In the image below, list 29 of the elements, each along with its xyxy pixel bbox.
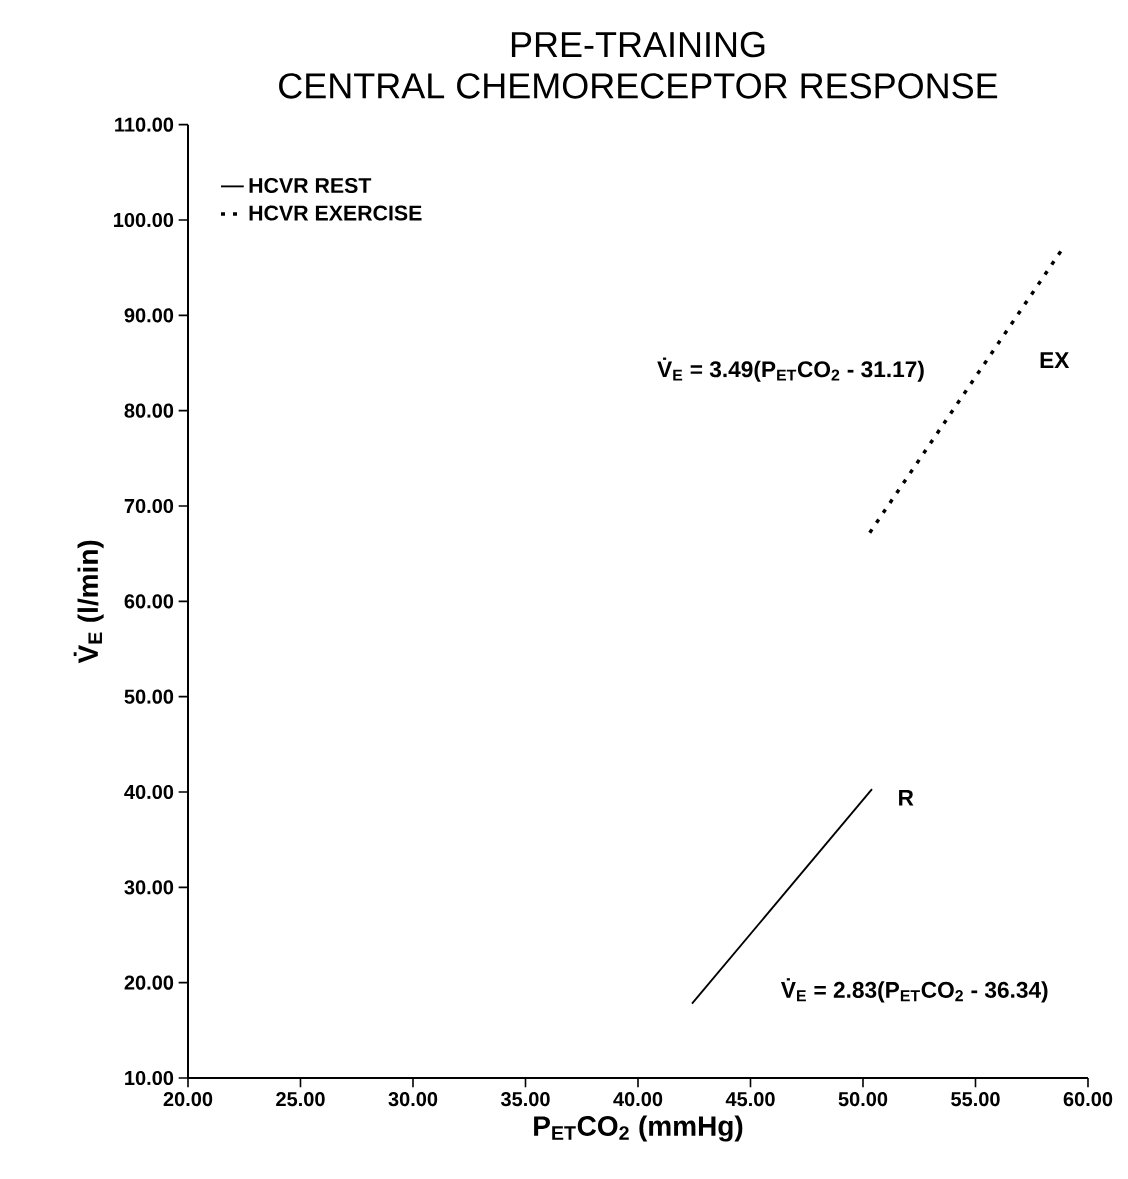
- y-tick-label: 90.00: [124, 308, 174, 323]
- y-tick-label: 80.00: [124, 403, 174, 418]
- x-tick-label: 30.00: [388, 1092, 438, 1107]
- y-tick-label: 10.00: [125, 1070, 174, 1086]
- x-tick-label: 55.00: [951, 1092, 1000, 1107]
- x-tick-label: 60.00: [1063, 1092, 1113, 1107]
- annotation: EX: [1040, 352, 1070, 368]
- chart-title: PRE-TRAINING CENTRAL CHEMORECEPTOR RESPONSE: [279, 31, 998, 99]
- y-tick-label: 110.00: [115, 117, 174, 132]
- y-tick-label: 30.00: [124, 880, 174, 895]
- legend-label: HCVR EXERCISE: [249, 205, 422, 221]
- y-tick-label: 100.00: [114, 212, 174, 228]
- y-tick-label: 20.00: [124, 975, 174, 990]
- legend-label: HCVR REST: [249, 177, 372, 194]
- x-axis-title: P$_{ET}$CO$_{2}$ (mmHg): [534, 1115, 743, 1142]
- y-tick-label: 50.00: [124, 689, 174, 704]
- x-tick-label: 35.00: [500, 1092, 550, 1107]
- y-tick-label: 40.00: [124, 784, 174, 800]
- annotation: V̇$_{E}$ = 2.83(P$_{ET}$CO$_{2}$ - 36.34): [780, 978, 1048, 1003]
- x-tick-label: 45.00: [725, 1092, 775, 1107]
- x-tick-label: 20.00: [163, 1092, 213, 1107]
- x-tick-label: 40.00: [613, 1092, 663, 1107]
- y-tick-label: 60.00: [124, 594, 174, 609]
- y-tick-label: 70.00: [124, 498, 174, 514]
- x-tick-label: 25.00: [276, 1092, 325, 1107]
- x-tick-label: 50.00: [838, 1092, 888, 1107]
- annotation: R: [899, 789, 914, 806]
- y-axis-title: V̇$_{E}$ (l/min): [73, 540, 104, 664]
- annotation: V̇$_{E}$ = 3.49(P$_{ET}$CO$_{2}$ - 31.17): [657, 357, 924, 382]
